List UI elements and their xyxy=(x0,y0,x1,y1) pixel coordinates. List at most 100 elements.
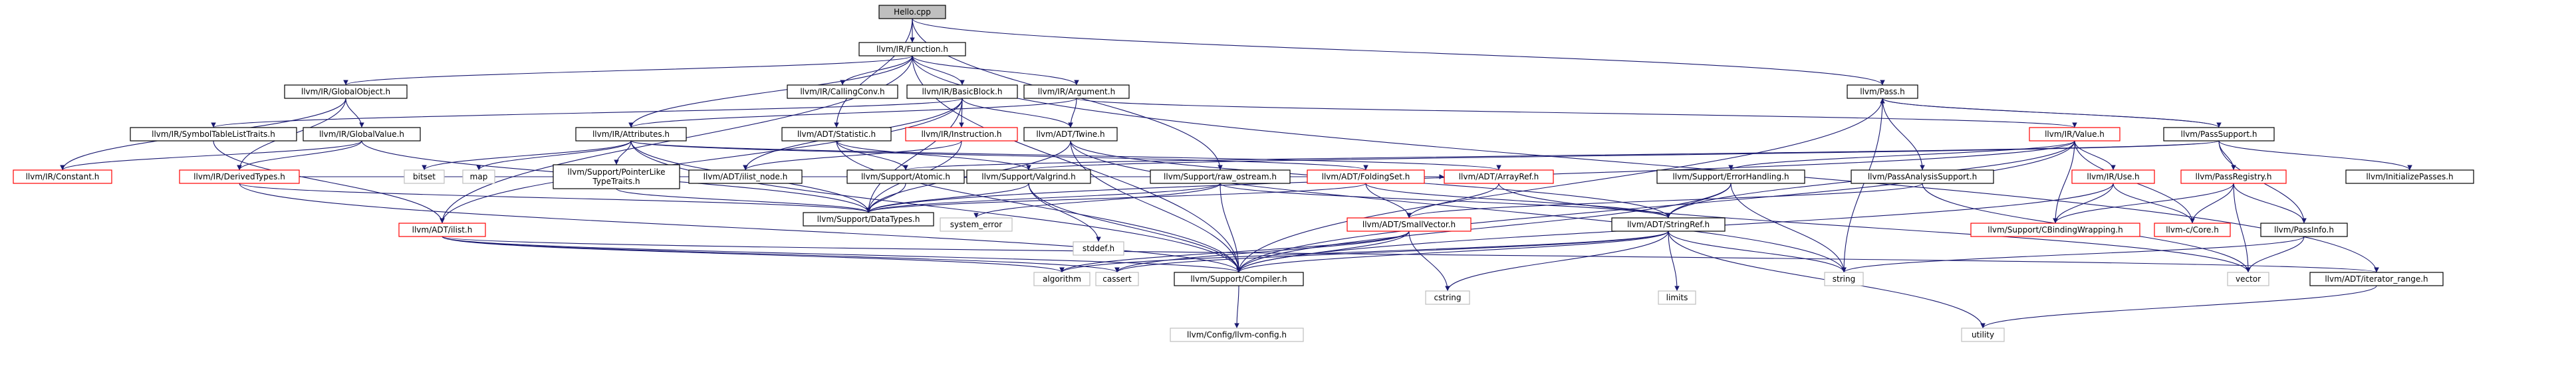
node-constant[interactable]: llvm/IR/Constant.h xyxy=(13,169,112,184)
node-limits[interactable]: limits xyxy=(1658,290,1696,305)
edge-rawostream-to-stringref xyxy=(1220,183,1671,219)
node-smallvector[interactable]: llvm/ADT/SmallVector.h xyxy=(1347,217,1472,232)
node-bitset[interactable]: bitset xyxy=(404,169,445,184)
node-llvmconfig[interactable]: llvm/Config/llvm-config.h xyxy=(1170,328,1304,342)
edge-value-to-cbinding xyxy=(2053,140,2075,224)
node-string[interactable]: string xyxy=(1824,272,1864,286)
node-derivedtypes-box xyxy=(179,169,300,184)
node-passregistry[interactable]: llvm/PassRegistry.h xyxy=(2180,169,2287,184)
node-cstring[interactable]: cstring xyxy=(1425,290,1470,305)
node-basicblock[interactable]: llvm/IR/BasicBlock.h xyxy=(906,84,1018,99)
node-compiler[interactable]: llvm/Support/Compiler.h xyxy=(1174,272,1304,286)
edge-arrayref-to-smallvector xyxy=(1406,183,1499,219)
node-errorhandling[interactable]: llvm/Support/ErrorHandling.h xyxy=(1656,169,1805,184)
node-globalobject[interactable]: llvm/IR/GlobalObject.h xyxy=(284,84,408,99)
node-passsupport[interactable]: llvm/PassSupport.h xyxy=(2163,127,2275,142)
edge-passregistry-to-llvmccore xyxy=(2190,183,2234,224)
node-derivedtypes[interactable]: llvm/IR/DerivedTypes.h xyxy=(179,169,300,184)
node-callingconv[interactable]: llvm/IR/CallingConv.h xyxy=(787,84,898,99)
node-initpasses[interactable]: llvm/InitializePasses.h xyxy=(2345,169,2474,184)
node-cstring-box xyxy=(1425,290,1470,305)
node-cassert[interactable]: cassert xyxy=(1095,272,1139,286)
node-vector[interactable]: vector xyxy=(2227,272,2269,286)
edge-use-to-llvmccore xyxy=(2113,183,2195,224)
node-ilist-label: llvm/ADT/ilist.h xyxy=(412,225,473,235)
node-initpasses-label: llvm/InitializePasses.h xyxy=(2366,172,2453,181)
node-use[interactable]: llvm/IR/Use.h xyxy=(2071,169,2155,184)
edge-rawostream-to-systemerror xyxy=(973,183,1221,219)
node-cstring-label: cstring xyxy=(1434,293,1461,302)
edge-foldingset-to-smallvector xyxy=(1365,183,1412,219)
node-valgrind-box xyxy=(966,169,1091,184)
edge-argument-to-attributes xyxy=(628,98,1077,128)
edge-stringref-to-string xyxy=(1668,231,1847,273)
node-instruction-label: llvm/IR/Instruction.h xyxy=(921,130,1001,139)
node-use-box xyxy=(2071,169,2155,184)
edge-pass-to-passanalysis xyxy=(1882,98,1925,171)
node-use-label: llvm/IR/Use.h xyxy=(2087,172,2139,181)
nodes-layer: Hello.cpp llvm/IR/Function.h llvm/IR/Globa… xyxy=(13,5,2474,342)
node-twine-box xyxy=(1023,127,1118,142)
node-atomic[interactable]: llvm/Support/Atomic.h xyxy=(846,169,965,184)
node-cbinding[interactable]: llvm/Support/CBindingWrapping.h xyxy=(1970,223,2140,237)
edge-pointerlike-to-datatypes xyxy=(616,188,871,213)
node-twine[interactable]: llvm/ADT/Twine.h xyxy=(1023,127,1118,142)
node-attributes[interactable]: llvm/IR/Attributes.h xyxy=(575,127,687,142)
node-vector-box xyxy=(2227,272,2269,286)
node-string-label: string xyxy=(1833,274,1855,284)
node-instruction[interactable]: llvm/IR/Instruction.h xyxy=(905,127,1018,142)
node-stddef[interactable]: stddef.h xyxy=(1073,241,1124,256)
node-function[interactable]: llvm/IR/Function.h xyxy=(858,42,966,56)
node-passinfo[interactable]: llvm/PassInfo.h xyxy=(2260,223,2348,237)
node-globalvalue[interactable]: llvm/IR/GlobalValue.h xyxy=(303,127,421,142)
node-llvmconfig-label: llvm/Config/llvm-config.h xyxy=(1187,330,1287,339)
node-statistic[interactable]: llvm/ADT/Statistic.h xyxy=(781,127,892,142)
edge-smallvector-to-cstring xyxy=(1408,231,1450,292)
edge-valgrind-to-stddef xyxy=(1028,183,1101,242)
edge-statistic-to-atomic xyxy=(836,140,908,171)
node-arrayref[interactable]: llvm/ADT/ArrayRef.h xyxy=(1444,169,1554,184)
node-iterrange-label: llvm/ADT/iterator_range.h xyxy=(2325,274,2428,284)
node-algorithm[interactable]: algorithm xyxy=(1033,272,1091,286)
node-argument[interactable]: llvm/IR/Argument.h xyxy=(1023,84,1130,99)
node-utility[interactable]: utility xyxy=(1961,328,2005,342)
node-statistic-label: llvm/ADT/Statistic.h xyxy=(797,130,876,139)
node-ilistnode-label: llvm/ADT/ilist_node.h xyxy=(704,172,788,181)
node-passanalysis-box xyxy=(1851,169,1994,184)
node-pass[interactable]: llvm/Pass.h xyxy=(1847,84,1918,99)
edge-statistic-to-compiler xyxy=(836,140,1241,273)
edge-rawostream-to-datatypes xyxy=(866,183,1221,213)
node-valgrind-label: llvm/Support/Valgrind.h xyxy=(981,172,1075,181)
node-datatypes[interactable]: llvm/Support/DataTypes.h xyxy=(803,212,934,227)
node-foldingset[interactable]: llvm/ADT/FoldingSet.h xyxy=(1307,169,1425,184)
node-ilistnode[interactable]: llvm/ADT/ilist_node.h xyxy=(688,169,803,184)
node-globalvalue-label: llvm/IR/GlobalValue.h xyxy=(319,130,404,139)
node-rawostream-label: llvm/Support/raw_ostream.h xyxy=(1164,172,1277,181)
node-stddef-box xyxy=(1073,241,1124,256)
edge-pass-to-string xyxy=(1841,98,1883,273)
node-llvmccore[interactable]: llvm-c/Core.h xyxy=(2154,223,2231,237)
node-ilist[interactable]: llvm/ADT/ilist.h xyxy=(398,223,486,237)
node-iterrange[interactable]: llvm/ADT/iterator_range.h xyxy=(2309,272,2444,286)
node-hello[interactable]: Hello.cpp xyxy=(878,5,946,19)
node-passanalysis[interactable]: llvm/PassAnalysisSupport.h xyxy=(1851,169,1994,184)
node-arrayref-box xyxy=(1444,169,1554,184)
node-valgrind[interactable]: llvm/Support/Valgrind.h xyxy=(966,169,1091,184)
node-utility-label: utility xyxy=(1972,330,1994,339)
node-cbinding-label: llvm/Support/CBindingWrapping.h xyxy=(1988,225,2123,235)
node-stringref[interactable]: llvm/ADT/StringRef.h xyxy=(1611,217,1726,232)
node-hello-box xyxy=(878,5,946,19)
edge-function-to-argument xyxy=(912,55,1079,86)
node-passregistry-label: llvm/PassRegistry.h xyxy=(2196,172,2272,181)
node-smallvector-label: llvm/ADT/SmallVector.h xyxy=(1362,220,1456,229)
edge-argument-to-value xyxy=(1076,98,2077,128)
node-compiler-box xyxy=(1174,272,1304,286)
edge-errorhandling-to-stringref xyxy=(1666,183,1732,219)
node-ilistnode-box xyxy=(688,169,803,184)
node-rawostream[interactable]: llvm/Support/raw_ostream.h xyxy=(1150,169,1291,184)
node-symboltable[interactable]: llvm/IR/SymbolTableListTraits.h xyxy=(130,127,297,142)
node-map[interactable]: map xyxy=(462,169,495,184)
node-value[interactable]: llvm/IR/Value.h xyxy=(2029,127,2121,142)
node-systemerror[interactable]: system_error xyxy=(940,217,1013,232)
